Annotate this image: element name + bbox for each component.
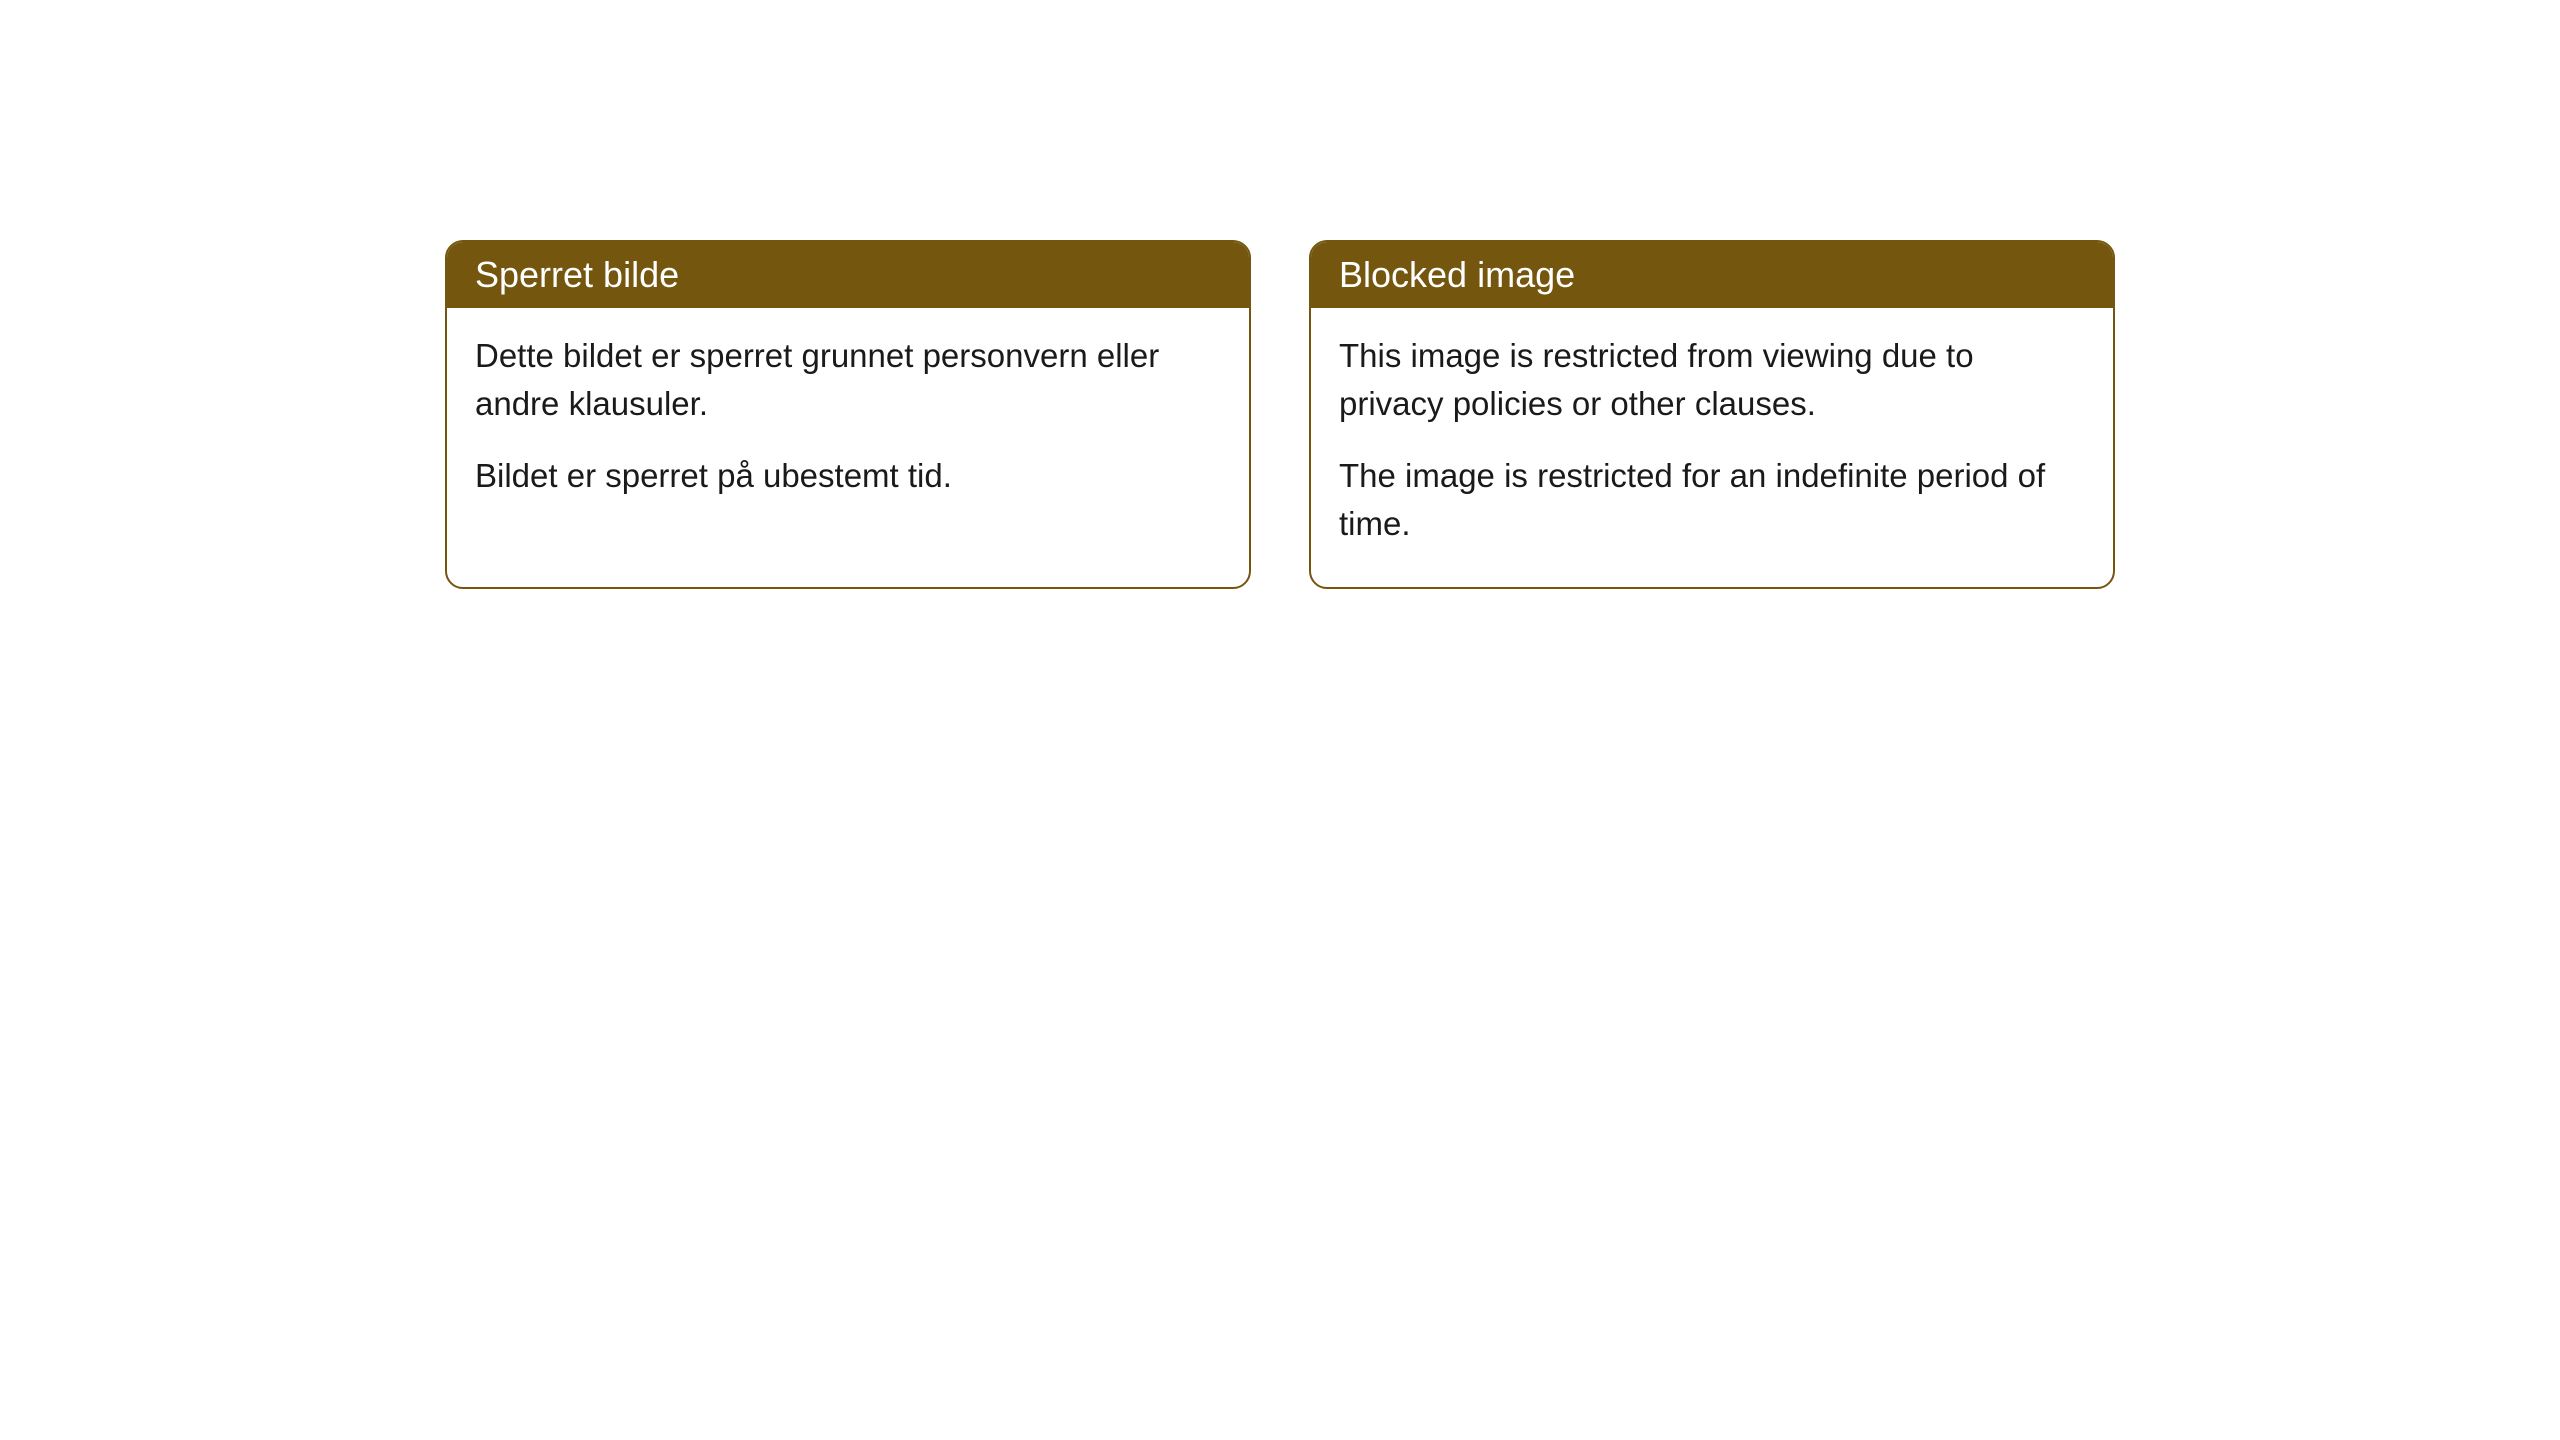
card-paragraph-1-english: This image is restricted from viewing du…	[1339, 332, 2085, 428]
blocked-image-card-english: Blocked image This image is restricted f…	[1309, 240, 2115, 589]
card-paragraph-1-norwegian: Dette bildet er sperret grunnet personve…	[475, 332, 1221, 428]
card-title-english: Blocked image	[1339, 254, 1575, 295]
card-paragraph-2-norwegian: Bildet er sperret på ubestemt tid.	[475, 452, 1221, 500]
card-paragraph-2-english: The image is restricted for an indefinit…	[1339, 452, 2085, 548]
card-header-english: Blocked image	[1311, 242, 2113, 308]
card-title-norwegian: Sperret bilde	[475, 254, 679, 295]
cards-container: Sperret bilde Dette bildet er sperret gr…	[0, 240, 2560, 589]
card-body-norwegian: Dette bildet er sperret grunnet personve…	[447, 308, 1249, 572]
card-header-norwegian: Sperret bilde	[447, 242, 1249, 308]
card-body-english: This image is restricted from viewing du…	[1311, 308, 2113, 587]
blocked-image-card-norwegian: Sperret bilde Dette bildet er sperret gr…	[445, 240, 1251, 589]
